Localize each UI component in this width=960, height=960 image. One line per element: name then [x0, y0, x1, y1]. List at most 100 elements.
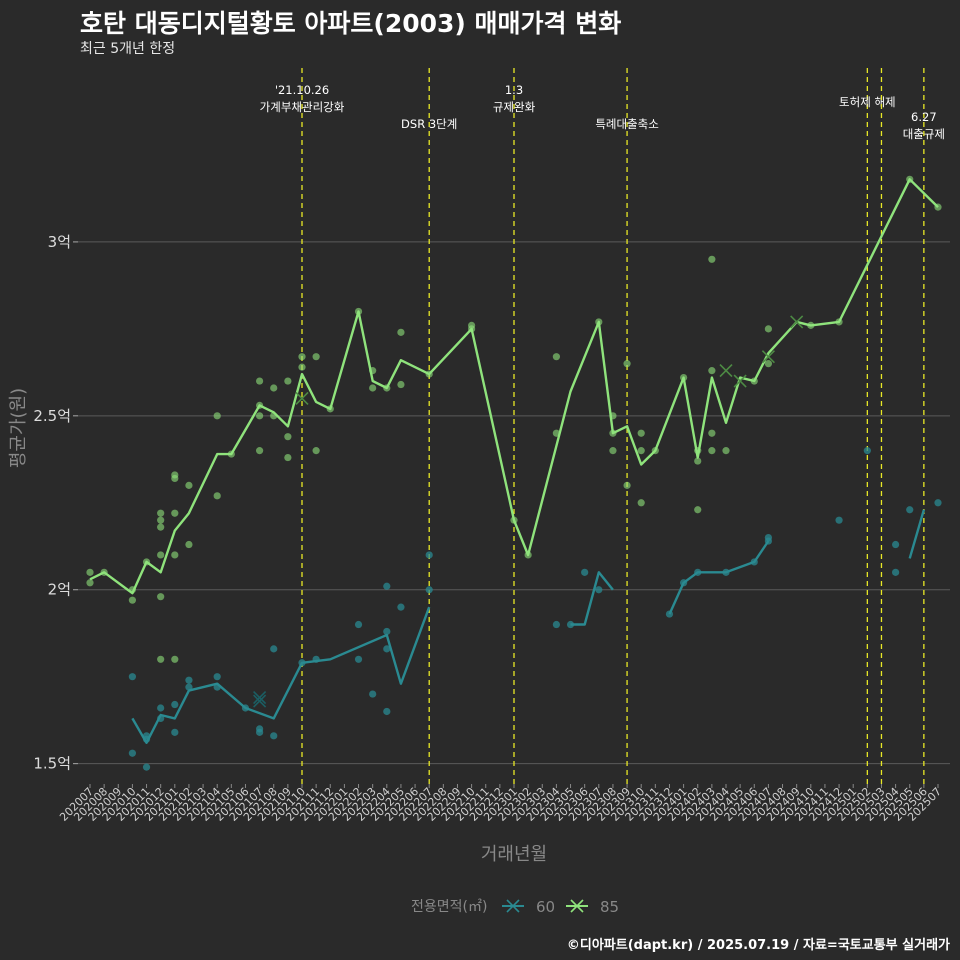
y-axis-label: 평균가(원) — [8, 388, 29, 468]
event-label: 특례대출축소 — [595, 117, 658, 131]
point-60 — [128, 749, 136, 757]
cross-marker-85 — [295, 391, 309, 406]
series-line-60 — [908, 509, 926, 559]
point-85 — [171, 551, 179, 559]
point-85 — [708, 255, 716, 263]
event-label: 6.27 — [911, 110, 937, 124]
point-85 — [637, 499, 645, 507]
chart-title: 호탄 대동디지털황토 아파트(2003) 매매가격 변화 — [80, 9, 622, 38]
point-85 — [157, 655, 165, 663]
cross-stroke — [719, 364, 733, 378]
point-85 — [637, 447, 645, 455]
series-line-60 — [131, 606, 431, 744]
point-85 — [157, 509, 165, 517]
point-60 — [863, 447, 871, 455]
point-60 — [354, 620, 363, 629]
point-85 — [213, 412, 221, 420]
point-85 — [157, 516, 165, 524]
point-85 — [552, 353, 561, 361]
point-85 — [764, 325, 773, 333]
point-85 — [764, 360, 773, 368]
point-85 — [623, 360, 631, 368]
point-85 — [284, 433, 292, 441]
point-85 — [298, 353, 306, 361]
legend-key-cross — [570, 899, 584, 913]
legend: 전용면적(㎡) 60 85 — [411, 898, 619, 916]
point-60 — [270, 732, 278, 740]
event-label: 규제완화 — [493, 100, 536, 114]
point-60 — [425, 551, 433, 559]
point-85 — [128, 596, 136, 604]
event-label: 토허제 해제 — [839, 95, 896, 109]
cross-marker-60 — [253, 694, 267, 708]
point-60 — [383, 582, 391, 590]
point-85 — [694, 506, 702, 514]
point-85 — [157, 593, 165, 601]
point-60 — [552, 620, 561, 629]
point-85 — [369, 384, 377, 392]
point-85 — [171, 509, 179, 517]
point-85 — [637, 429, 645, 437]
point-85 — [256, 447, 264, 455]
point-60 — [383, 645, 391, 653]
point-85 — [298, 363, 306, 371]
cross-stroke — [253, 690, 267, 705]
point-60 — [934, 499, 942, 507]
cross-stroke — [253, 694, 267, 708]
point-85 — [256, 377, 264, 385]
y-tick-label: 2.5억 — [33, 407, 71, 425]
point-60 — [270, 645, 278, 653]
y-tick-label: 2억 — [48, 581, 71, 599]
y-tick-label: 1.5억 — [33, 755, 71, 773]
point-85 — [213, 492, 221, 500]
point-85 — [722, 447, 730, 455]
event-label: 대출규제 — [903, 127, 945, 141]
x-axis-label: 거래년월 — [481, 844, 547, 865]
point-60 — [213, 673, 221, 681]
point-60 — [128, 673, 136, 681]
event-label: 가계부채관리강화 — [260, 100, 345, 114]
point-60 — [369, 690, 377, 698]
series-line-60 — [570, 571, 614, 626]
point-85 — [623, 481, 631, 489]
point-85 — [397, 380, 405, 389]
point-60 — [383, 707, 391, 716]
point-60 — [157, 704, 165, 712]
point-60 — [142, 763, 151, 771]
event-label: DSR 3단계 — [401, 117, 457, 131]
point-85 — [256, 412, 264, 420]
series-line-85 — [89, 178, 939, 595]
series-line-60 — [668, 540, 770, 615]
legend-item-label: 85 — [600, 898, 619, 916]
cross-stroke — [295, 391, 309, 406]
point-85 — [708, 429, 716, 437]
event-label: 1.3 — [505, 83, 523, 97]
point-85 — [284, 453, 292, 462]
point-60 — [835, 516, 843, 524]
chart-subtitle: 최근 5개년 한정 — [80, 41, 176, 57]
point-60 — [397, 603, 405, 611]
point-60 — [185, 676, 193, 684]
point-85 — [284, 377, 292, 385]
point-60 — [171, 728, 179, 736]
cross-marker-60 — [253, 690, 267, 705]
cross-stroke — [733, 374, 747, 388]
point-60 — [425, 586, 433, 594]
point-85 — [86, 579, 94, 587]
point-60 — [892, 540, 900, 549]
point-85 — [157, 523, 165, 531]
point-85 — [171, 474, 179, 483]
legend-key-cross — [506, 899, 520, 913]
point-85 — [157, 551, 165, 559]
cross-marker-85 — [790, 315, 804, 329]
point-60 — [906, 506, 914, 514]
point-60 — [171, 700, 179, 709]
legend-item-label: 60 — [536, 898, 555, 916]
point-85 — [185, 481, 193, 489]
source-caption: ©디아파트(dapt.kr) / 2025.07.19 / 자료=국토교통부 실… — [566, 938, 950, 953]
point-85 — [312, 353, 320, 361]
series-marks — [86, 175, 942, 771]
point-85 — [708, 367, 716, 375]
